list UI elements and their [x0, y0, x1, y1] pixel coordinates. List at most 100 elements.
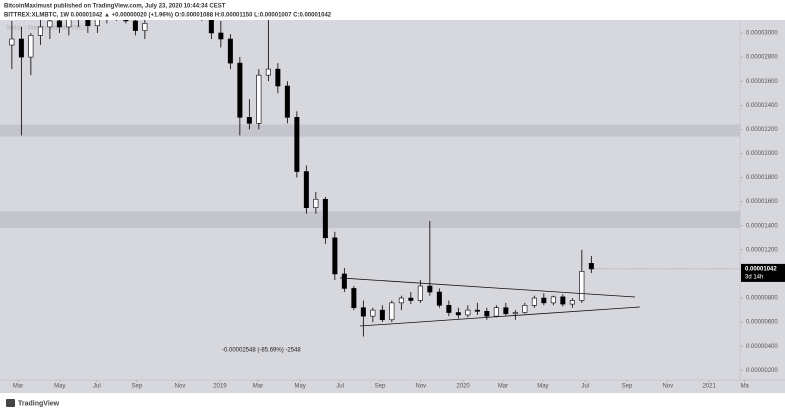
footer: [0, 393, 785, 413]
y-tick-label: 0.00002800: [746, 55, 778, 61]
candle-body: [85, 20, 91, 27]
chart-title: BITTREX:XLMBTC, 1W 0.00001042 ▲ +0.00000…: [4, 13, 332, 19]
candle-body: [503, 307, 509, 315]
y-tick-label: 0.00002400: [746, 103, 778, 109]
candle-body: [132, 20, 138, 31]
y-tick-label: 0.00000200: [746, 368, 778, 374]
x-tick-label: Jul: [336, 384, 344, 390]
candle-body: [322, 198, 328, 239]
candle-body: [493, 307, 499, 317]
x-tick-label: Nov: [662, 384, 673, 390]
candle-body: [208, 20, 214, 34]
candle-body: [332, 237, 338, 275]
zone: [0, 211, 740, 229]
candle-body: [66, 20, 72, 28]
candle-body: [484, 311, 490, 317]
candle-body: [123, 20, 129, 22]
x-tick-label: Mar: [498, 384, 508, 390]
candle-body: [531, 297, 537, 306]
candle-body: [171, 0, 175, 3]
y-tick-label: 0.00002600: [746, 79, 778, 85]
candle-body: [541, 297, 547, 304]
candle-body: [522, 304, 528, 313]
candle-body: [446, 304, 452, 313]
y-tick-label: 0.00003000: [746, 31, 778, 37]
x-tick-label: Sep: [375, 384, 386, 390]
trendline: [340, 277, 636, 298]
countdown: 3d 14h: [745, 274, 763, 280]
candle-body: [284, 85, 290, 118]
candle-body: [56, 20, 62, 28]
x-tick-label: 2020: [456, 384, 470, 390]
candle-body: [237, 62, 243, 118]
y-tick-label: 0.00000400: [746, 344, 778, 350]
candle-body: [18, 38, 24, 58]
candle-body: [313, 198, 319, 208]
candle-body: [465, 309, 471, 316]
candle-body: [408, 297, 414, 301]
candle-body: [256, 74, 262, 124]
candle-body: [417, 285, 423, 301]
candle-body: [560, 296, 566, 305]
y-tick-label: 0.00002000: [746, 151, 778, 157]
candle-body: [294, 117, 300, 172]
y-tick-label: 0.00002200: [746, 127, 778, 133]
logo: TradingView: [18, 400, 60, 407]
publisher-line: BitcoinMaximust published on TradingView…: [4, 4, 226, 10]
watermark: Stellar / Bitcoin, 1W, BITTREX: [6, 26, 87, 32]
candle-body: [436, 291, 442, 306]
y-tick-label: 0.00000800: [746, 296, 778, 302]
x-tick-label: Jul: [93, 384, 101, 390]
x-tick-label: May: [537, 384, 548, 390]
x-tick-label: May: [54, 384, 65, 390]
x-tick-label: Nov: [415, 384, 426, 390]
candle-body: [47, 20, 53, 28]
annotation: -0.00002548 (-85.69%) -2548: [222, 348, 301, 354]
plot: [0, 0, 740, 337]
logo-icon: [6, 399, 15, 407]
plot-background: [0, 20, 785, 393]
y-tick-label: 0.00001800: [746, 175, 778, 181]
x-tick-label: Sep: [131, 384, 142, 390]
candle-body: [474, 309, 480, 312]
candle-body: [303, 171, 309, 208]
candle-body: [246, 117, 252, 124]
x-tick-label: 2019: [213, 384, 227, 390]
y-tick-label: 0.00001400: [746, 223, 778, 229]
candle-body: [512, 312, 518, 315]
candle-body: [351, 288, 357, 309]
candle-body: [427, 285, 433, 293]
candle-body: [28, 35, 34, 58]
x-tick-label: May: [295, 384, 306, 390]
last-price-box: [741, 263, 785, 282]
candle-body: [265, 68, 271, 76]
y-tick-label: 0.00001200: [746, 247, 778, 253]
candle-body: [370, 309, 376, 317]
candle-body: [142, 23, 148, 31]
candle-body: [218, 32, 224, 40]
candle-body: [341, 273, 347, 289]
candle-body: [455, 312, 461, 316]
x-tick-label: Jul: [581, 384, 589, 390]
x-tick-label: 2021: [702, 384, 716, 390]
candle-body: [227, 38, 233, 64]
candle-body: [360, 307, 366, 317]
x-tick-label: Ma: [741, 384, 750, 390]
candle-body: [389, 302, 395, 321]
zone: [0, 124, 740, 137]
candle-body: [550, 296, 556, 304]
candle-body: [37, 26, 43, 36]
y-tick-label: 0.00001600: [746, 199, 778, 205]
candle-body: [579, 271, 585, 301]
candle-body: [379, 309, 385, 321]
candle-body: [588, 263, 594, 270]
last-price-label: 0.00001042: [745, 266, 777, 272]
candle-body: [275, 68, 281, 87]
trendline: [359, 306, 640, 327]
x-tick-label: Mar: [253, 384, 263, 390]
x-tick-label: Nov: [175, 384, 186, 390]
x-tick-label: Mar: [13, 384, 23, 390]
candle-body: [9, 38, 15, 46]
x-tick-label: Sep: [622, 384, 633, 390]
